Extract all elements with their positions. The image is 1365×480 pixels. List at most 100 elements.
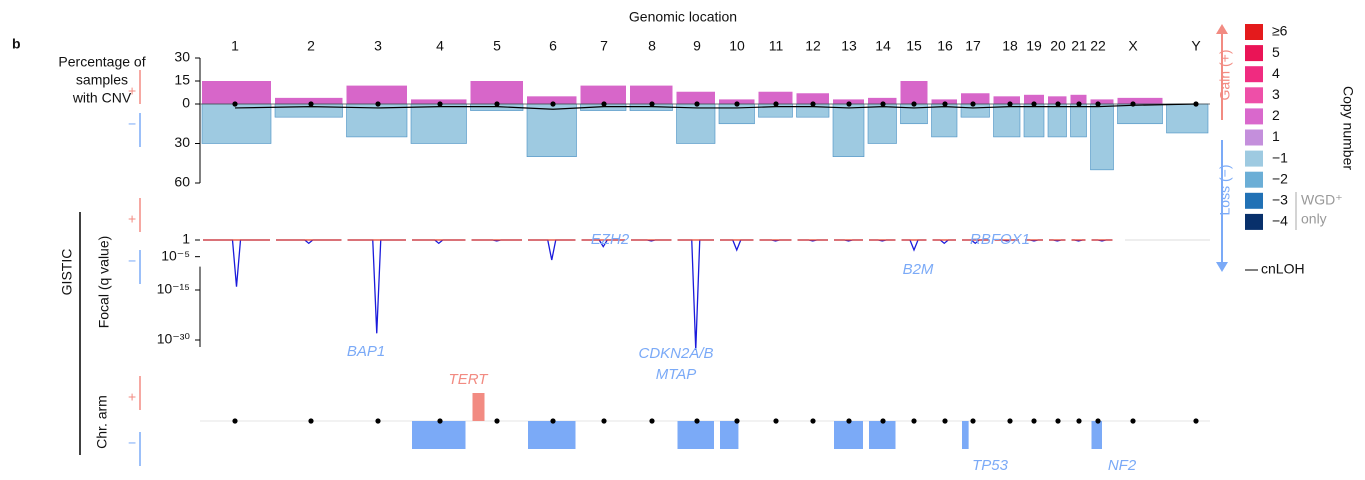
centromere-dot	[911, 418, 917, 424]
y-axis-label: Percentage of	[58, 54, 145, 70]
y-tick-label: 10⁻³⁰	[157, 331, 191, 347]
y-tick-label: 60	[174, 174, 190, 190]
legend-label: −4	[1272, 213, 1288, 229]
gain-area	[275, 97, 343, 104]
gain-area	[470, 81, 523, 104]
loss-area	[867, 103, 897, 144]
legend-swatch	[1245, 213, 1263, 230]
centromere-dot	[1193, 101, 1199, 107]
centromere-dot	[308, 101, 314, 107]
centromere-dot	[846, 101, 852, 107]
centromere-dot	[773, 418, 779, 424]
centromere-dot	[601, 101, 607, 107]
legend-swatch	[1245, 192, 1263, 209]
minus-sign: −	[128, 253, 136, 269]
legend-swatch	[1245, 45, 1263, 62]
centromere-dot	[308, 418, 314, 424]
loss-arrowhead	[1216, 262, 1228, 272]
centromere-dot	[375, 101, 381, 107]
centromere-dot	[942, 101, 948, 107]
gene-label: NF2	[1108, 457, 1137, 474]
y-axis-label: Chr. arm	[94, 395, 110, 449]
centromere-dot	[694, 101, 700, 107]
loss-q-line	[203, 239, 270, 287]
chromosome-label: 7	[600, 38, 608, 54]
loss-area	[201, 103, 272, 144]
legend-swatch	[1245, 87, 1263, 104]
gene-label: EZH2	[591, 231, 630, 248]
legend-label: −3	[1272, 192, 1288, 208]
chromosome-label: 21	[1071, 38, 1087, 54]
centromere-dot	[734, 101, 740, 107]
centromere-dot	[550, 418, 556, 424]
centromere-dot	[1095, 101, 1101, 107]
y-tick-label: 15	[174, 72, 190, 88]
chromosome-label: 12	[805, 38, 821, 54]
gain-area	[796, 93, 829, 104]
centromere-dot	[1055, 101, 1061, 107]
y-tick-label: 10⁻⁵	[161, 247, 190, 263]
chromosome-label: 2	[307, 38, 315, 54]
loss-area	[993, 103, 1021, 138]
y-axis-label: with CNV	[72, 90, 132, 106]
centromere-dot	[970, 101, 976, 107]
gain-area	[580, 85, 626, 104]
chromosome-label: 19	[1026, 38, 1042, 54]
chromosome-label: 5	[493, 38, 501, 54]
centromere-dot	[942, 418, 948, 424]
x-title: Genomic location	[629, 9, 737, 25]
chromosome-label: 3	[374, 38, 382, 54]
centromere-dot	[1193, 418, 1199, 424]
centromere-dot	[649, 418, 655, 424]
loss-area	[1090, 103, 1114, 171]
gain-area	[527, 96, 577, 104]
centromere-dot	[1076, 418, 1082, 424]
gain-area	[961, 93, 990, 104]
gain-area	[630, 85, 673, 104]
gain-area	[868, 97, 897, 104]
legend-label: ≥6	[1272, 23, 1288, 39]
centromere-dot	[810, 101, 816, 107]
chromosome-label: 4	[436, 38, 444, 54]
chromosome-label: 8	[648, 38, 656, 54]
centromere-dot	[1076, 101, 1082, 107]
loss-area	[676, 103, 716, 144]
centromere-dot	[494, 418, 500, 424]
centromere-dot	[694, 418, 700, 424]
chromosome-label: 9	[693, 38, 701, 54]
gene-label: RBFOX1	[970, 231, 1030, 248]
centromere-dot	[601, 418, 607, 424]
centromere-dot	[437, 101, 443, 107]
chromosome-label: 6	[549, 38, 557, 54]
legend-label: −2	[1272, 170, 1288, 186]
chromosome-label: 11	[769, 38, 784, 54]
legend-swatch	[1245, 24, 1263, 40]
centromere-dot	[970, 418, 976, 424]
gain-area	[676, 91, 715, 104]
loss-q-line	[528, 239, 576, 261]
gene-label: CDKN2A/B	[638, 345, 713, 362]
loss-area	[274, 103, 343, 118]
centromere-dot	[734, 418, 740, 424]
y-tick-label: 10⁻¹⁵	[157, 281, 190, 297]
legend-label: cnLOH	[1261, 261, 1305, 277]
arm-loss	[834, 421, 863, 449]
legend-swatch	[1245, 129, 1263, 146]
centromere-dot	[494, 101, 500, 107]
gain-area	[1048, 96, 1067, 104]
arm-loss	[677, 421, 714, 449]
centromere-dot	[649, 101, 655, 107]
centromere-dot	[773, 101, 779, 107]
loss-area	[960, 103, 990, 118]
gain-area	[993, 96, 1020, 104]
gain-area	[202, 81, 271, 104]
centromere-dot	[1031, 418, 1037, 424]
chromosome-label: 15	[906, 38, 922, 54]
gain-area	[1070, 94, 1087, 104]
centromere-dot	[1031, 101, 1037, 107]
gain-area	[1024, 94, 1044, 104]
arm-loss	[962, 421, 969, 449]
centromere-dot	[846, 418, 852, 424]
legend-label: −1	[1272, 149, 1288, 165]
